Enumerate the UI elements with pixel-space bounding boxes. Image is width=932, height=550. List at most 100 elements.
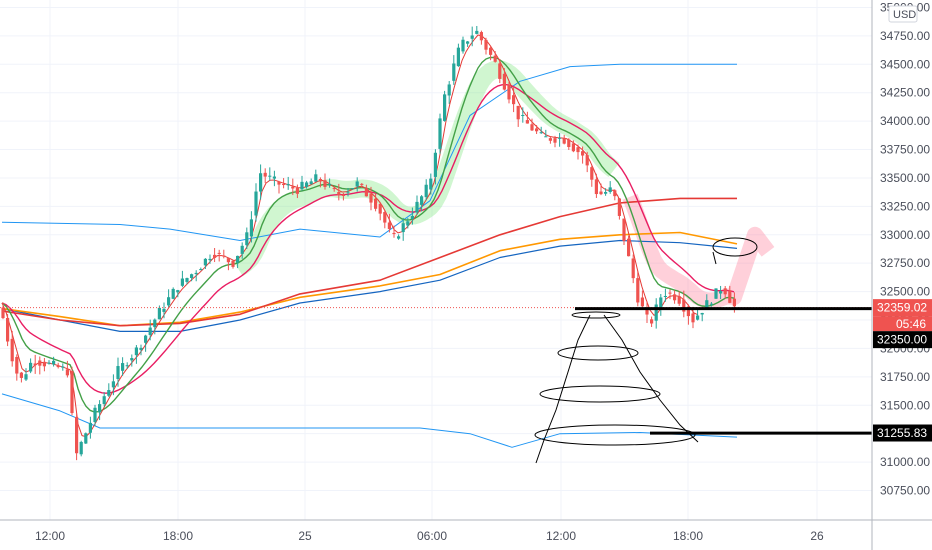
candle-body [226,258,230,263]
candle-body [443,94,447,121]
candle-body [489,47,493,55]
y-tick-label: 30750.00 [880,484,930,498]
x-tick-label: 12:00 [35,529,65,543]
candle-body [571,143,575,152]
price-tag [873,299,932,317]
x-tick-label: 25 [298,529,312,543]
candle-body [42,361,46,367]
candle-body [663,295,667,297]
candle-body [318,179,322,182]
candle-body [328,183,332,185]
candle-body [144,335,148,343]
candle-body [268,175,272,177]
price-tag [873,331,932,349]
price-tag-label: 32350.00 [877,333,927,347]
candle-body [93,407,97,423]
bollinger-lower [1,393,738,448]
candle-body [84,433,88,444]
candle-body [295,187,299,194]
candle-body [705,300,709,310]
price-tags: 32359.02 05:46 32350.00 31255.83 [873,299,932,442]
indicator-lines [1,34,775,448]
candle-body [461,39,465,52]
candle-body [199,269,203,271]
candle-body [383,212,387,223]
candle-body [700,312,704,315]
candle-body [139,347,143,350]
ma-fast-glow [233,60,620,277]
candle-body [677,296,681,304]
candle-body [194,272,198,275]
y-tick-label: 33250.00 [880,199,930,213]
candle-body [369,193,373,203]
candle-body [171,288,175,299]
candle-body [162,308,166,312]
candle-body [259,173,263,192]
candle-body [254,191,258,216]
candle-body [498,63,502,79]
candle-body [548,138,552,141]
x-tick-label: 18:00 [163,529,193,543]
candle-body [341,194,345,196]
candle-body [590,167,594,180]
candle-body [309,181,313,185]
candle-body [277,181,281,185]
candle-body [10,338,14,362]
candle-body [686,306,690,317]
candle-body [466,41,470,44]
y-tick-label: 32500.00 [880,285,930,299]
candle-body [102,396,106,405]
candle-body [668,292,672,294]
drawn-ellipse [539,385,661,403]
candle-body [709,303,713,305]
drawn-ellipse-small [712,237,758,257]
x-tick-label: 18:00 [673,529,703,543]
candle-body [516,105,520,120]
price-axis[interactable]: 30750.0031000.0031250.0031500.0031750.00… [871,0,932,550]
drawn-tick [712,251,717,265]
candle-body [447,84,451,96]
x-tick-label: 12:00 [546,529,576,543]
candle-body [374,198,378,209]
candle-body [98,404,102,413]
y-tick-label: 34750.00 [880,29,930,43]
candle-body [263,172,267,177]
candle-body [180,278,184,286]
candle-body [153,319,157,328]
candle-body [562,138,566,144]
candle-body [52,360,56,365]
candle-body [19,372,23,378]
candle-body [507,84,511,100]
candle-body [130,358,134,361]
candle-body [70,371,74,414]
candle-body [61,366,65,368]
x-tick-label: 06:00 [417,529,447,543]
candle-body [6,317,10,342]
candle-body [286,184,290,186]
candle-body [111,381,115,388]
candle-body [148,327,152,335]
candle-body [535,128,539,132]
candle-body [157,307,161,320]
time-axis[interactable]: 12:00 18:00 25 06:00 12:00 18:00 26 [0,519,932,543]
ma-orange [1,231,738,327]
candle-body [88,422,92,433]
candle-body [484,39,488,50]
candle-body [203,258,207,266]
candle-body [567,139,571,148]
candle-body [622,218,626,241]
candle-body [346,191,350,193]
candle-body [47,362,51,364]
candle-body [33,363,37,366]
y-tick-label: 32750.00 [880,256,930,270]
candle-body [29,362,33,372]
candle-body [272,176,276,179]
candle-body [659,297,663,309]
candle-body [392,232,396,235]
candle-body [452,63,456,81]
y-tick-label: 34500.00 [880,57,930,71]
candle-body [79,441,83,455]
candlesticks [1,25,736,461]
candle-body [599,191,603,195]
